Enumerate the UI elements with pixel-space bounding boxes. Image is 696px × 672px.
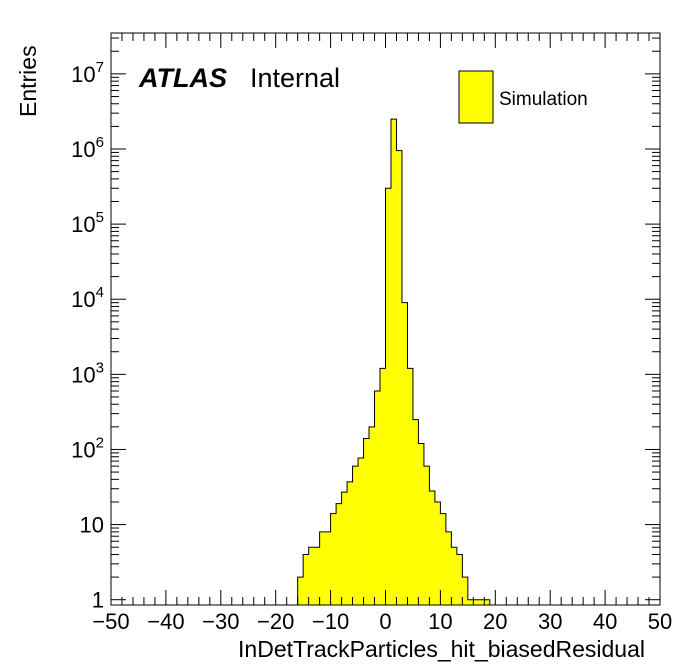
histogram-bar: [352, 466, 359, 605]
histogram-bar: [445, 531, 452, 605]
histogram-bar: [434, 501, 441, 605]
status-label: Internal: [250, 63, 340, 93]
histogram-bar: [347, 481, 353, 605]
y-tick-labels: 1 10 102 103 104 105 106 107: [71, 59, 104, 613]
x-tick-label: −30: [202, 609, 239, 634]
x-tick-label: −40: [147, 609, 184, 634]
x-tick-label: 20: [483, 609, 507, 634]
histogram-bar: [336, 503, 342, 605]
y-tick-label: 10: [80, 513, 104, 538]
y-tick-label: 106: [71, 134, 104, 162]
histogram-bar: [478, 599, 485, 605]
histogram-bar: [412, 419, 419, 605]
y-tick-label: 102: [71, 434, 104, 462]
histogram-outline: [297, 118, 491, 605]
y-tick-label: 107: [71, 59, 104, 87]
histogram-bar: [319, 531, 326, 605]
x-tick-label: 30: [538, 609, 562, 634]
histogram-bar: [380, 368, 386, 605]
histogram-bar: [467, 599, 474, 605]
x-tick-label: −10: [312, 609, 349, 634]
x-tick-label: 10: [428, 609, 452, 634]
histogram-bar: [423, 466, 430, 605]
histogram-bar: [440, 513, 446, 605]
axis-ticks: [110, 33, 661, 605]
histogram-bar: [401, 302, 408, 605]
histogram-bar: [325, 531, 331, 605]
histogram-bar: [297, 577, 304, 605]
x-axis-title: InDetTrackParticles_hit_biasedResidual: [238, 636, 645, 662]
histogram-bar: [341, 492, 348, 605]
histogram-bar: [303, 554, 309, 605]
y-tick-label: 103: [71, 359, 104, 387]
histogram-bar: [330, 513, 337, 605]
histogram-bar: [484, 599, 490, 605]
histogram-bar: [462, 577, 468, 605]
histogram-bar: [314, 547, 320, 605]
y-tick-label: 1: [92, 588, 104, 613]
y-tick-label: 104: [71, 284, 104, 312]
histogram-bar: [456, 554, 463, 605]
x-tick-label: 0: [379, 609, 391, 634]
histogram-bar: [385, 188, 391, 605]
histogram-bar: [308, 547, 315, 605]
x-tick-label: −20: [257, 609, 294, 634]
y-tick-label: 105: [71, 209, 104, 237]
histogram-bar: [374, 391, 381, 605]
legend-label: Simulation: [499, 89, 588, 110]
x-tick-label: −50: [92, 609, 129, 634]
histogram-bar: [396, 150, 402, 605]
histogram-bar: [451, 547, 457, 605]
histogram-bar: [407, 368, 413, 605]
histogram-bar: [429, 490, 435, 605]
histogram-bar: [363, 438, 370, 605]
histogram-bars: [297, 119, 490, 605]
x-tick-labels: −50 −40 −30 −20 −10 0 10 20 30 40 50: [92, 609, 672, 634]
histogram-bar: [473, 599, 479, 605]
experiment-label: ATLAS: [138, 63, 227, 93]
histogram-bar: [418, 443, 424, 605]
histogram-bar: [358, 457, 364, 605]
x-tick-label: 50: [648, 609, 672, 634]
histogram-bar: [369, 426, 375, 605]
legend-swatch: [458, 70, 494, 124]
histogram-bar: [390, 119, 397, 605]
x-tick-label: 40: [593, 609, 617, 634]
y-axis-title: Entries: [15, 45, 41, 117]
